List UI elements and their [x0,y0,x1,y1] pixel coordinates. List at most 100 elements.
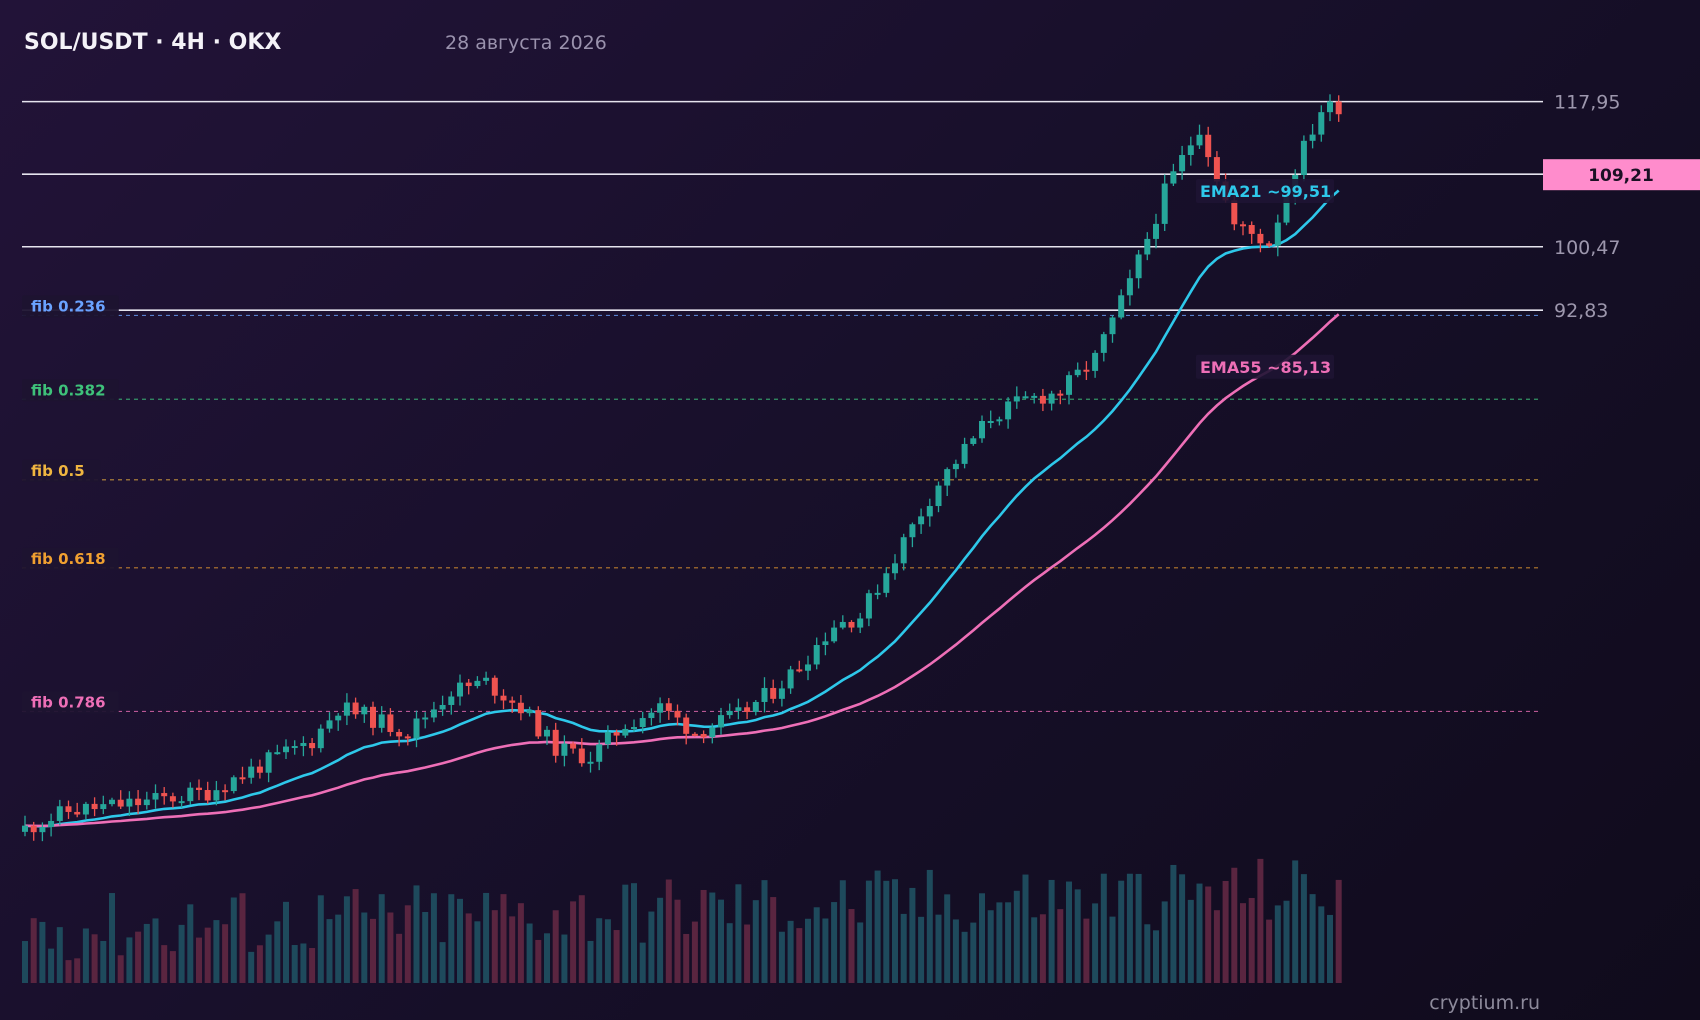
candle [674,704,681,726]
candle [1031,393,1038,404]
candle-body [892,563,898,574]
candle [683,713,690,745]
volume-bar [578,895,585,983]
volume-bar [248,951,255,983]
volume-bar [1170,864,1177,983]
volume-bar [691,921,698,983]
volume-bar [1231,867,1238,983]
candle [100,795,107,815]
candle [1170,163,1177,187]
candle [735,698,742,720]
volume-bar [1022,874,1029,983]
candle-body [248,766,255,778]
candle [387,708,394,737]
volume-bar [604,919,611,983]
level-label: 100,47 [1554,237,1620,259]
candle [404,734,411,746]
candle-body [213,790,220,801]
candle [665,698,672,720]
candle-body [1231,200,1238,225]
candle [604,725,611,749]
chart-date: 28 августа 2026 [445,32,607,54]
volume-bar [1283,900,1290,983]
candle-body [657,703,664,713]
volume-bar [770,897,777,983]
volume-bar [752,900,759,983]
candle [596,739,603,771]
volume-bar [196,937,202,983]
candle [283,739,289,760]
volume-bar [265,934,272,983]
candle [1057,390,1064,405]
candle-body [639,718,646,728]
volume-bar [457,898,463,983]
candle-body [430,709,437,718]
fib-label: fib 0.5 [31,462,85,480]
ema21-label: EMA21 ~99,51 [1200,182,1331,201]
volume-bar [1240,903,1246,983]
candle-body [187,787,194,802]
volume-bar [813,907,820,983]
fib-label-bg [22,295,119,318]
chart-labels: EMA21 ~99,51 EMA55 ~85,13 [1196,178,1334,379]
volume-bar [892,879,898,983]
candle-body [1153,223,1159,239]
candle-body [370,706,376,728]
volume-bar [91,934,98,983]
volume-bar [300,943,307,983]
volume-bar [187,904,194,983]
volume-bar [1109,916,1116,983]
candle-body [683,717,690,734]
candle-body [987,421,994,424]
candle-body [1109,317,1116,335]
candle-body [787,669,794,689]
volume-bar [465,913,472,983]
candle [439,695,446,716]
candle [935,481,942,513]
current-price-box [1543,159,1700,191]
candle [970,435,977,446]
volume-bar [805,918,811,983]
candle [509,696,516,713]
candle [987,410,994,429]
candle [1109,315,1116,343]
volume-bar [56,927,63,983]
candle-body [161,793,168,797]
candle [30,821,37,841]
volume-bar [335,914,342,983]
volume-bar [883,880,890,983]
current-price-tag: 109,21 [1543,159,1700,191]
price-levels: 117,95 100,47 92,83 [22,92,1620,322]
candle-body [1066,375,1072,395]
volume-bar [343,896,350,983]
candle-body [474,680,481,687]
candle-body [396,731,403,737]
candle [857,612,864,634]
fib-label-bg [22,547,119,570]
candle-body [831,627,838,642]
volume-bar [474,921,481,983]
candle-body [483,677,490,681]
volume-bar [700,889,707,983]
candle [413,710,420,748]
candle-body [143,799,150,806]
volume-bar [996,902,1003,983]
candle-body [813,645,820,665]
volume-bar [587,940,594,983]
candle-body [1196,134,1203,146]
candle-body [909,524,916,538]
candle [300,736,307,757]
volume-bar [317,895,324,983]
candle-body [509,700,516,703]
candle [578,738,585,767]
candle-body [1083,369,1090,372]
candle-body [126,798,133,807]
volume-bar [987,910,994,983]
candle [1248,221,1255,244]
candle-body [39,827,46,833]
candle-body [82,803,89,815]
candle-body [700,733,707,738]
candle-body [1335,101,1342,115]
volume-bar [222,924,229,983]
